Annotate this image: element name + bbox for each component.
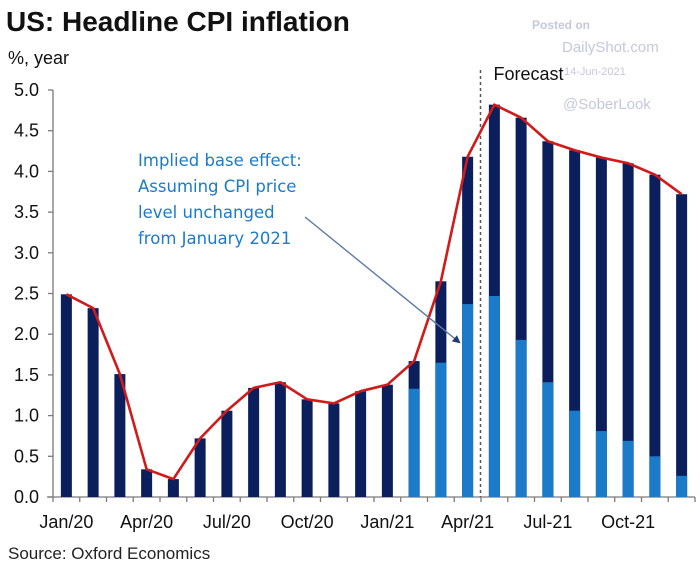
y-tick-label: 4.5 (14, 121, 39, 141)
bar-total (194, 438, 206, 497)
bar-base-effect (649, 456, 661, 497)
bar-total (595, 157, 607, 497)
bar-total (328, 403, 340, 497)
bar-total (381, 384, 393, 497)
annotation-arrowhead (451, 335, 461, 344)
y-tick-label: 0.0 (14, 487, 39, 507)
bar-total (649, 174, 661, 497)
cpi-line (65, 103, 683, 481)
annotation-line-1: Implied base effect: (138, 151, 302, 170)
forecast-marker: Forecast (479, 64, 564, 497)
bar-total (542, 141, 554, 498)
x-tick-label: Jan/20 (39, 512, 93, 532)
bar-total (676, 194, 688, 497)
y-tick-label: 3.0 (14, 243, 39, 263)
cpi-line-series (65, 103, 683, 481)
bar-base-effect (515, 339, 527, 497)
x-tick-label: Jul-21 (523, 512, 572, 532)
x-tick-label: Oct-21 (601, 512, 655, 532)
bar-total (167, 479, 179, 497)
chart-title: US: Headline CPI inflation (6, 6, 350, 37)
annotation-line-2: Assuming CPI price (138, 177, 296, 196)
bar-total (515, 117, 527, 498)
bar-total (60, 294, 72, 497)
bar-base-effect (676, 475, 688, 497)
bar-total (248, 387, 260, 497)
x-tick-label: Jul/20 (203, 512, 251, 532)
x-tick-label: Apr/20 (120, 512, 173, 532)
forecast-label: Forecast (494, 64, 564, 84)
bar-base-effect (435, 362, 447, 497)
bar-base-effect (488, 295, 500, 497)
y-tick-label: 4.0 (14, 161, 39, 181)
watermark: Posted on DailyShot.com 14-Jun-2021 @Sob… (532, 18, 659, 113)
y-tick-label: 1.0 (14, 406, 39, 426)
annotation-arrow (304, 216, 457, 341)
bar-total (141, 469, 153, 497)
y-tick-label: 1.5 (14, 365, 39, 385)
y-tick-label: 3.5 (14, 202, 39, 222)
source-note: Source: Oxford Economics (8, 544, 210, 563)
y-tick-label: 2.5 (14, 284, 39, 304)
watermark-date: 14-Jun-2021 (564, 66, 626, 78)
watermark-handle: @SoberLook (563, 96, 651, 113)
bar-base-effect (542, 382, 554, 497)
annotation: Implied base effect: Assuming CPI price … (138, 151, 461, 344)
bar-base-effect (462, 304, 474, 497)
y-tick-label: 2.0 (14, 324, 39, 344)
watermark-site: DailyShot.com (562, 39, 659, 56)
bar-base-effect (622, 440, 634, 497)
y-tick-label: 5.0 (14, 80, 39, 100)
annotation-line-3: level unchanged (138, 203, 275, 222)
bar-total (355, 391, 367, 497)
bar-total (87, 308, 99, 497)
x-tick-label: Apr/21 (441, 512, 494, 532)
watermark-posted-on: Posted on (532, 18, 590, 32)
bar-total (569, 150, 581, 497)
bar-total (114, 374, 126, 497)
bar-base-effect (595, 431, 607, 497)
y-axis-unit-label: %, year (8, 48, 69, 68)
x-axis: Jan/20 Apr/20 Jul/20 Oct/20 Jan/21 Apr/21 Jul-… (39, 496, 696, 532)
bar-base-effect (408, 388, 420, 497)
x-tick-label: Jan/21 (360, 512, 414, 532)
bar-total (221, 410, 233, 497)
bar-total (301, 399, 313, 497)
bar-base-effect (569, 410, 581, 497)
bars-base-effect (408, 295, 688, 497)
bar-total (622, 163, 634, 497)
y-tick-label: 0.5 (14, 446, 39, 466)
y-axis: 0.0 0.5 1.0 1.5 2.0 2.5 3.0 3.5 4.0 4.5 5.0 (14, 80, 54, 507)
x-tick-label: Oct/20 (281, 512, 334, 532)
annotation-line-4: from January 2021 (138, 229, 291, 248)
bar-total (274, 382, 286, 497)
